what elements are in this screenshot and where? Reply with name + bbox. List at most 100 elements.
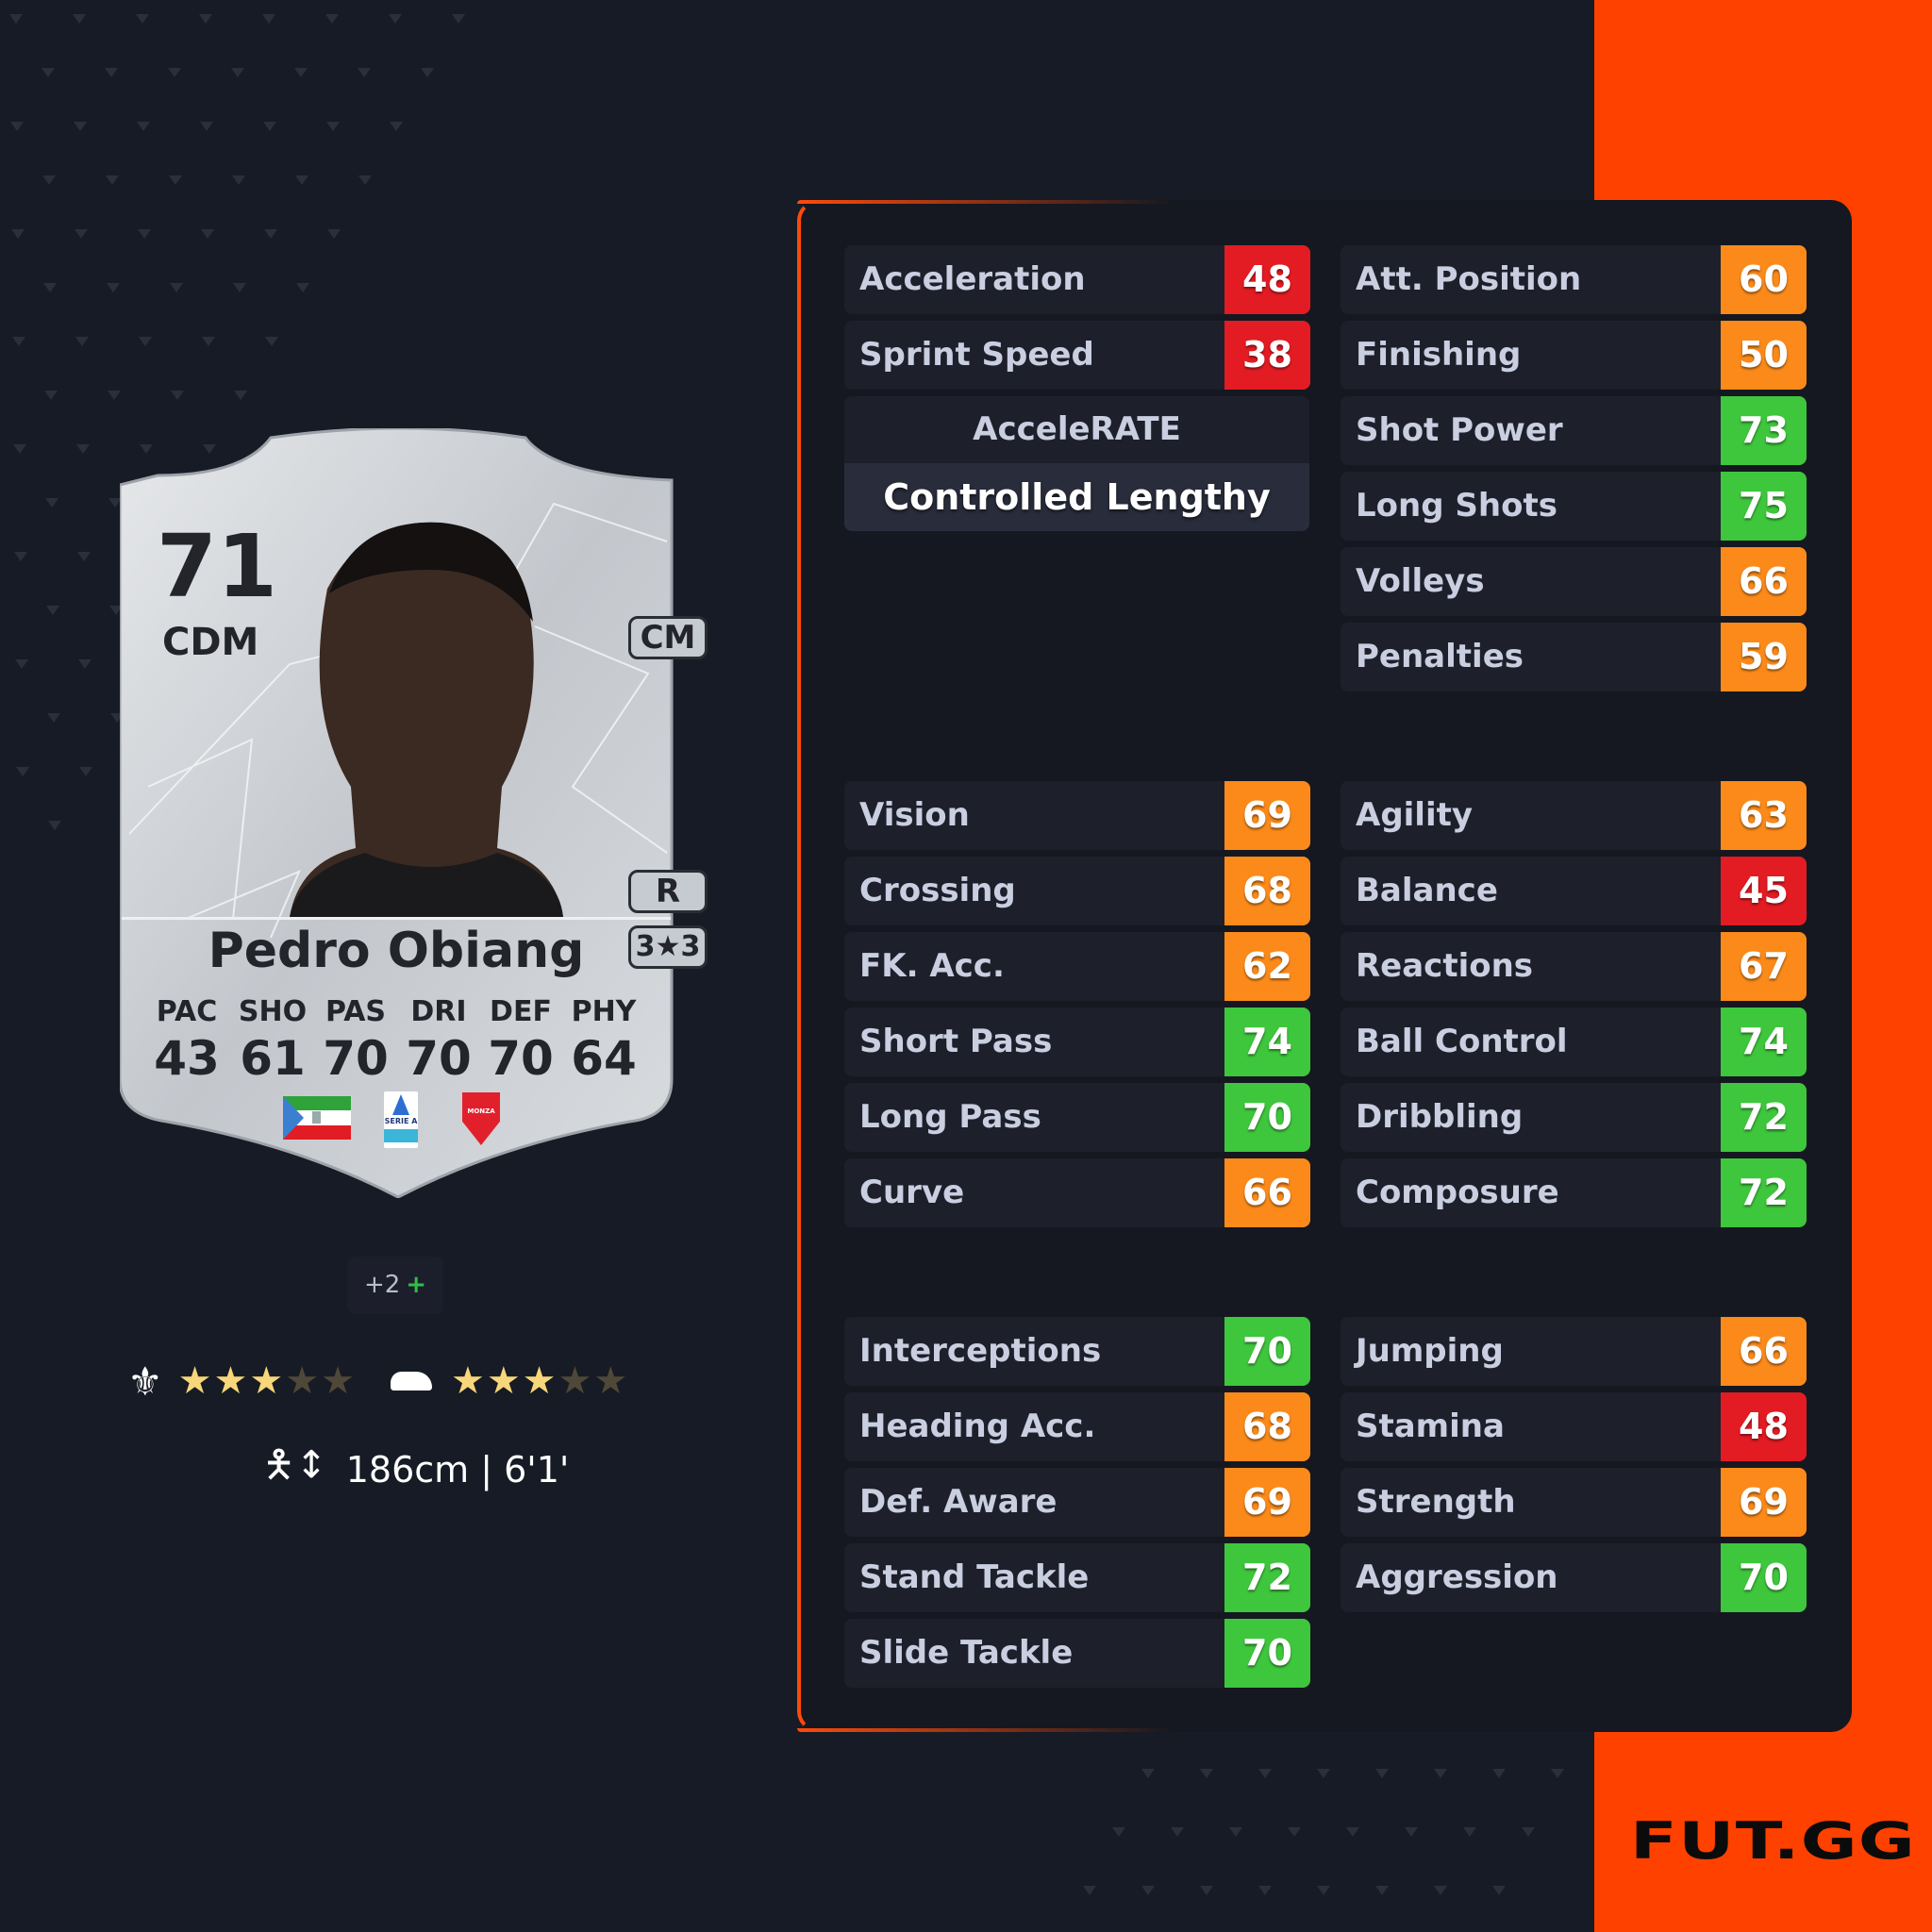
pattern-triangle — [1083, 1886, 1096, 1895]
pattern-triangle — [171, 391, 184, 400]
star-icon: ★ — [249, 1359, 284, 1403]
pattern-triangle — [231, 68, 244, 77]
stat-value: 69 — [1721, 1468, 1807, 1537]
stat-label: Dribbling — [1356, 1098, 1524, 1136]
card-stat-label: DEF — [490, 995, 552, 1028]
pattern-triangle — [169, 175, 182, 185]
stat-value: 70 — [1224, 1083, 1310, 1152]
club-name: MONZA — [467, 1108, 495, 1115]
jester-hat-icon: ⚜ — [127, 1357, 163, 1405]
stat-value: 72 — [1224, 1543, 1310, 1612]
pattern-triangle — [16, 767, 29, 776]
pattern-triangle — [1492, 1886, 1506, 1895]
pattern-triangle — [1171, 1827, 1184, 1837]
stat-row: Aggression 70 — [1341, 1543, 1807, 1612]
stat-value: 69 — [1224, 781, 1310, 850]
chemistry-badge[interactable]: +2 + — [347, 1257, 443, 1314]
stat-row: Interceptions 70 — [844, 1317, 1310, 1386]
stat-row: Acceleration 48 — [844, 245, 1310, 314]
pattern-triangle — [389, 14, 402, 24]
pattern-triangle — [74, 122, 87, 131]
stat-value: 45 — [1721, 857, 1807, 925]
pattern-triangle — [140, 444, 153, 454]
pattern-triangle — [138, 229, 151, 239]
stat-row: Finishing 50 — [1341, 321, 1807, 390]
pattern-triangle — [46, 606, 59, 615]
star-icon: ★ — [522, 1359, 557, 1403]
height-info: 🯅↕ 186cm | 6'1' — [262, 1443, 569, 1496]
stat-value: 70 — [1721, 1543, 1807, 1612]
stat-row: Shot Power 73 — [1341, 396, 1807, 465]
pattern-triangle — [9, 14, 23, 24]
pattern-triangle — [1375, 1886, 1389, 1895]
stat-value: 48 — [1224, 245, 1310, 314]
stat-value: 60 — [1721, 245, 1807, 314]
pattern-triangle — [1434, 1886, 1447, 1895]
star-icon: ★ — [486, 1359, 521, 1403]
pattern-triangle — [452, 14, 465, 24]
pattern-triangle — [296, 283, 309, 292]
pattern-triangle — [233, 283, 246, 292]
stat-value: 69 — [1224, 1468, 1310, 1537]
stat-row: Def. Aware 69 — [844, 1468, 1310, 1537]
pattern-triangle — [79, 767, 92, 776]
pattern-triangle — [12, 337, 25, 346]
pattern-triangle — [203, 444, 216, 454]
chemistry-value: +2 — [363, 1271, 401, 1299]
stat-row: Long Shots 75 — [1341, 472, 1807, 541]
stat-label: Vision — [859, 796, 970, 834]
stat-label: Jumping — [1356, 1332, 1504, 1370]
stat-row: Stamina 48 — [1341, 1392, 1807, 1461]
pattern-triangle — [48, 821, 61, 830]
pattern-triangle — [421, 68, 434, 77]
pattern-triangle — [325, 14, 339, 24]
pattern-triangle — [1258, 1769, 1272, 1778]
alt-position-badge: CM — [628, 616, 708, 659]
pattern-triangle — [327, 229, 341, 239]
stat-row: Slide Tackle 70 — [844, 1619, 1310, 1688]
pattern-triangle — [1346, 1827, 1359, 1837]
stat-label: Def. Aware — [859, 1483, 1058, 1521]
pattern-triangle — [139, 337, 152, 346]
pattern-triangle — [1112, 1827, 1125, 1837]
star-icon: ★ — [450, 1359, 485, 1403]
pattern-triangle — [43, 283, 57, 292]
pattern-triangle — [14, 552, 27, 561]
height-icon: 🯅↕ — [262, 1443, 327, 1487]
pattern-triangle — [200, 122, 213, 131]
pattern-triangle — [78, 659, 92, 669]
stat-row: Stand Tackle 72 — [844, 1543, 1310, 1612]
pattern-triangle — [11, 229, 25, 239]
card-stat-value: 70 — [488, 1031, 554, 1086]
stat-row: FK. Acc. 62 — [844, 932, 1310, 1001]
stat-value: 59 — [1721, 623, 1807, 691]
stat-label: Ball Control — [1356, 1023, 1568, 1060]
stat-label: Curve — [859, 1174, 965, 1211]
stat-label: Reactions — [1356, 947, 1534, 985]
stat-row: Jumping 66 — [1341, 1317, 1807, 1386]
stat-label: Shot Power — [1356, 411, 1563, 449]
stat-label: Stand Tackle — [859, 1558, 1090, 1596]
pattern-triangle — [168, 68, 181, 77]
stat-row: Strength 69 — [1341, 1468, 1807, 1537]
pattern-triangle — [1141, 1769, 1155, 1778]
brand-logo: FUT.GG — [1630, 1811, 1917, 1871]
stat-label: Aggression — [1356, 1558, 1558, 1596]
card-stat-label: DRI — [410, 995, 467, 1028]
preferred-foot-badge: R — [628, 870, 708, 913]
pattern-triangle — [77, 552, 91, 561]
stat-value: 73 — [1721, 396, 1807, 465]
stat-row: Reactions 67 — [1341, 932, 1807, 1001]
pattern-triangle — [199, 14, 212, 24]
pattern-triangle — [1229, 1827, 1242, 1837]
pattern-triangle — [105, 68, 118, 77]
skill-weakfoot-badge: 3★3 — [628, 925, 708, 969]
card-stat-value: 70 — [406, 1031, 472, 1086]
stat-row: Dribbling 72 — [1341, 1083, 1807, 1152]
stat-value: 68 — [1224, 857, 1310, 925]
pattern-triangle — [42, 175, 56, 185]
stat-label: Att. Position — [1356, 260, 1582, 298]
pattern-triangle — [136, 14, 149, 24]
height-text: 186cm | 6'1' — [345, 1449, 570, 1491]
card-stat-label: PAS — [325, 995, 387, 1028]
